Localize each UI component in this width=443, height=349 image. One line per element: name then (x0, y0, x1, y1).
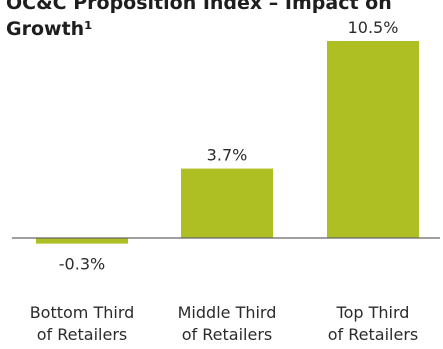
value-label-2: 3.7% (207, 146, 248, 165)
category-label-3-line-1: Top Third (336, 303, 410, 322)
value-labels-group: -0.3% 3.7% 10.5% (59, 18, 399, 274)
category-label-2-line-1: Middle Third (178, 303, 277, 322)
bar-1 (36, 238, 128, 244)
bar-3 (327, 41, 419, 238)
value-label-1: -0.3% (59, 255, 105, 274)
category-labels-group: Bottom Third of Retailers Middle Third of R… (30, 303, 419, 344)
chart-title: OC&C Proposition Index – Impact on Growt… (6, 0, 392, 42)
category-label-2-line-2: of Retailers (182, 325, 272, 344)
bar-2 (181, 168, 273, 238)
chart-title-line-1: OC&C Proposition Index – Impact on (6, 0, 392, 14)
category-label-3-line-2: of Retailers (328, 325, 418, 344)
chart-title-line-2: Growth¹ (6, 18, 93, 40)
category-label-1-line-2: of Retailers (37, 325, 127, 344)
bars-group (36, 41, 419, 244)
value-label-3: 10.5% (348, 18, 399, 37)
category-label-1-line-1: Bottom Third (30, 303, 135, 322)
